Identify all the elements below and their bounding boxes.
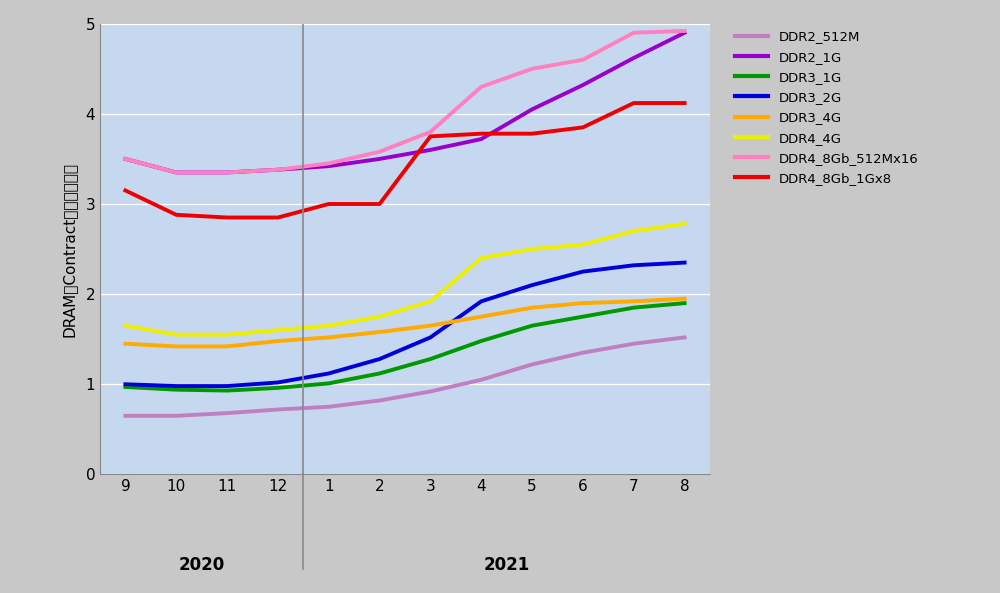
Legend: DDR2_512M, DDR2_1G, DDR3_1G, DDR3_2G, DDR3_4G, DDR4_4G, DDR4_8Gb_512Mx16, DDR4_8: DDR2_512M, DDR2_1G, DDR3_1G, DDR3_2G, DD… — [735, 30, 918, 185]
Text: 2021: 2021 — [484, 556, 530, 573]
Y-axis label: DRAMのContract価格（ドル）: DRAMのContract価格（ドル） — [62, 161, 77, 337]
Text: 2020: 2020 — [179, 556, 225, 573]
